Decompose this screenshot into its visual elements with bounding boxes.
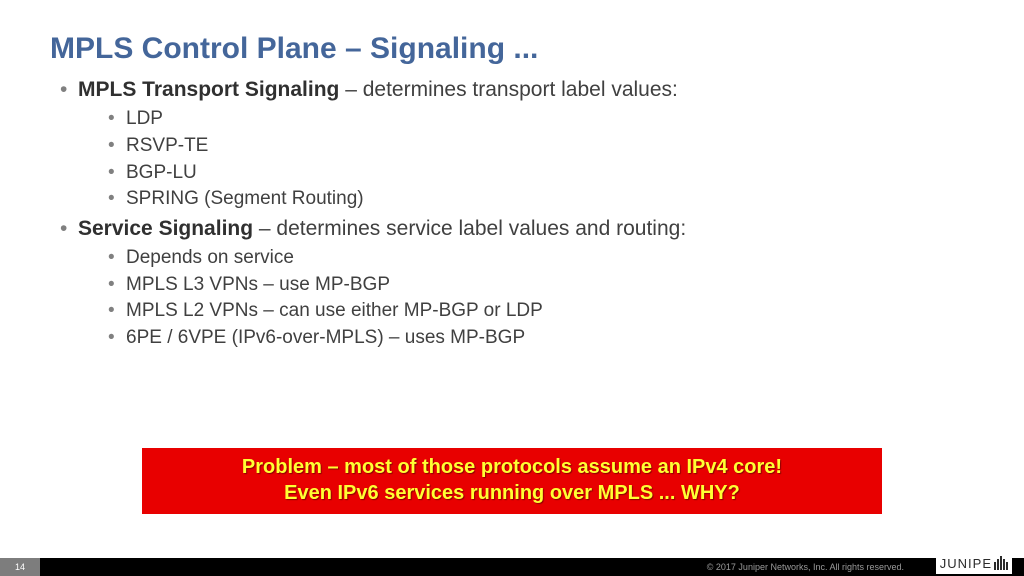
bullet-lead: MPLS Transport Signaling bbox=[78, 78, 339, 101]
juniper-logo: JUNIPE bbox=[936, 552, 1012, 574]
footer: 14 © 2017 Juniper Networks, Inc. All rig… bbox=[0, 548, 1024, 576]
sub-bullet-list: Depends on service MPLS L3 VPNs – use MP… bbox=[78, 245, 974, 351]
sub-bullet-item: BGP-LU bbox=[108, 160, 974, 187]
bullet-item: Service Signaling – determines service l… bbox=[60, 215, 974, 352]
slide-title: MPLS Control Plane – Signaling ... bbox=[50, 32, 974, 66]
copyright-bar: © 2017 Juniper Networks, Inc. All rights… bbox=[40, 558, 1024, 576]
page-number: 14 bbox=[0, 558, 40, 576]
sub-bullet-list: LDP RSVP-TE BGP-LU SPRING (Segment Routi… bbox=[78, 106, 974, 212]
sub-bullet-item: RSVP-TE bbox=[108, 133, 974, 160]
sub-bullet-item: MPLS L3 VPNs – use MP-BGP bbox=[108, 272, 974, 299]
callout-line2: Even IPv6 services running over MPLS ...… bbox=[152, 480, 872, 506]
slide: MPLS Control Plane – Signaling ... MPLS … bbox=[0, 0, 1024, 576]
logo-bars-icon bbox=[994, 556, 1008, 570]
sub-bullet-item: 6PE / 6VPE (IPv6-over-MPLS) – uses MP-BG… bbox=[108, 325, 974, 352]
sub-bullet-item: MPLS L2 VPNs – can use either MP-BGP or … bbox=[108, 298, 974, 325]
sub-bullet-item: LDP bbox=[108, 106, 974, 133]
sub-bullet-item: SPRING (Segment Routing) bbox=[108, 186, 974, 213]
copyright-text: © 2017 Juniper Networks, Inc. All rights… bbox=[707, 562, 904, 572]
sub-bullet-item: Depends on service bbox=[108, 245, 974, 272]
callout-line1: Problem – most of those protocols assume… bbox=[152, 454, 872, 480]
bullet-lead: Service Signaling bbox=[78, 217, 253, 240]
logo-text: JUNIPE bbox=[940, 556, 992, 571]
problem-callout: Problem – most of those protocols assume… bbox=[142, 448, 882, 514]
bullet-list: MPLS Transport Signaling – determines tr… bbox=[50, 76, 974, 351]
bullet-rest: – determines service label values and ro… bbox=[253, 217, 686, 240]
bullet-rest: – determines transport label values: bbox=[339, 78, 678, 101]
bullet-item: MPLS Transport Signaling – determines tr… bbox=[60, 76, 974, 213]
